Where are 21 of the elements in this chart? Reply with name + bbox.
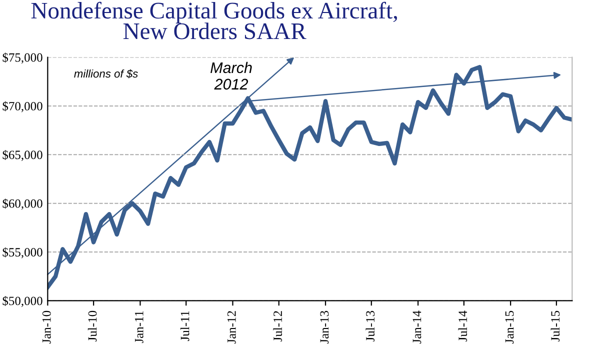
annotation: March 2012	[210, 62, 252, 90]
y-tick-label: $60,000	[2, 198, 42, 210]
x-tick-label: Jul-14	[458, 310, 468, 342]
x-tick-label: Jul-13	[366, 310, 375, 342]
x-tick-label: Jan-15	[505, 310, 514, 344]
x-tick-label: Jul-10	[88, 310, 97, 342]
x-tick-label: Jan-10	[42, 310, 51, 344]
y-tick-label: $55,000	[2, 247, 42, 258]
x-tick-label: Jan-14	[412, 310, 422, 344]
x-tick-label: Jul-11	[180, 311, 190, 341]
y-tick-label: $50,000	[2, 296, 42, 307]
x-tick-label: Jul-12	[273, 311, 282, 342]
chart-title: Nondefense Capital Goods ex Aircraft, New Orders SAAR	[31, 2, 397, 40]
y-tick-label: $75,000	[2, 52, 42, 64]
y-tick-label: $70,000	[2, 101, 42, 112]
y-tick-label: $65,000	[2, 150, 42, 161]
x-tick-label: Jan-11	[134, 311, 144, 344]
annotation: millions of $s	[74, 69, 138, 78]
x-tick-label: Jul-15	[550, 310, 560, 342]
x-tick-label: Jan-13	[320, 310, 329, 344]
x-tick-label: Jan-12	[227, 311, 236, 344]
